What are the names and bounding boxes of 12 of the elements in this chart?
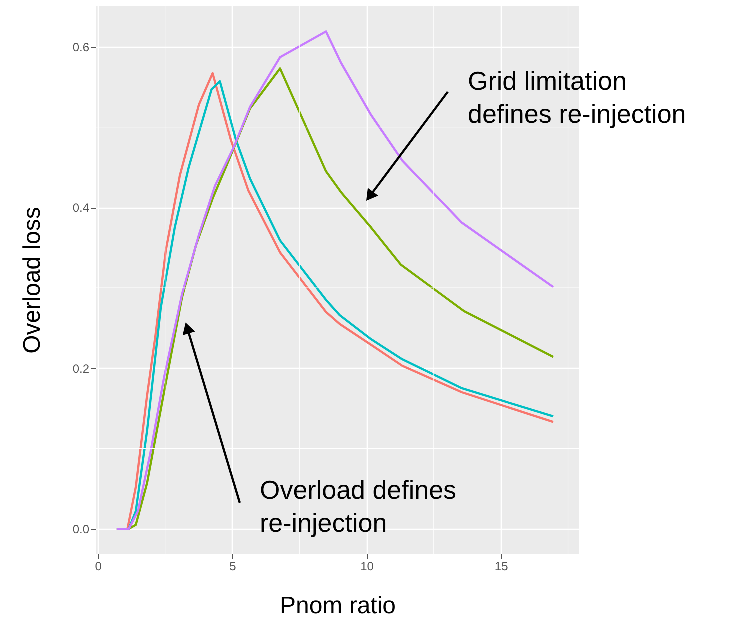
y-tick-label: 0.4 <box>72 201 90 216</box>
x-axis-title: Pnom ratio <box>280 592 396 617</box>
x-tick-label: 10 <box>360 560 374 574</box>
y-tick-label: 0.2 <box>72 362 90 376</box>
y-tick-label: 0.6 <box>72 40 90 54</box>
annotation: Overload defines re-injection <box>260 475 457 538</box>
y-tick-label: 0.0 <box>72 522 90 537</box>
x-tick-label: 15 <box>494 560 509 574</box>
x-tick-label: 5 <box>230 560 237 574</box>
y-axis-title: Overload loss <box>18 207 46 354</box>
annotation: Grid limitation defines re-injection <box>468 66 686 129</box>
x-tick-label: 0 <box>95 560 102 574</box>
